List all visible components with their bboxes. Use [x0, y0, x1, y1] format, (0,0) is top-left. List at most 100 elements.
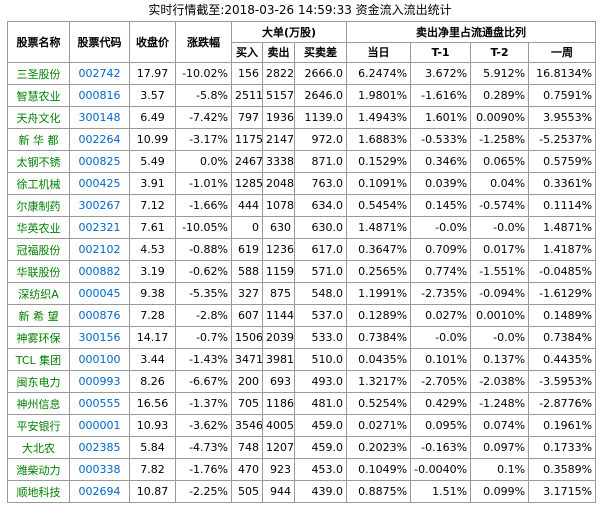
cell: 7.28 [129, 304, 176, 327]
cell: -3.62% [175, 414, 232, 437]
cell: 新 华 都 [7, 128, 70, 151]
cell: 797 [231, 106, 263, 129]
column-header: T-1 [410, 41, 472, 63]
data-row: 顺地科技 002694 10.87 -2.25% 505 944 439.0 0.8875% 1… [7, 480, 597, 503]
column-header: 一周 [528, 41, 597, 63]
group-header: 卖出净里占流通盘比列 [346, 21, 597, 43]
column-header: 股票代码 [69, 21, 130, 63]
cell: 763.0 [293, 172, 348, 195]
cell: 002321 [69, 216, 130, 239]
cell: 2511 [231, 84, 263, 107]
cell: 000882 [69, 260, 130, 283]
cell: 0.3589% [528, 458, 597, 481]
cell: -2.038% [470, 370, 530, 393]
cell: 548.0 [293, 282, 348, 305]
table-head: 股票名称 股票代码 收盘价 涨跌幅 大单(万股) 卖出净里占流通盘比列 买入 卖出 买卖差 当日 T… [7, 21, 597, 63]
cell: -1.248% [470, 392, 530, 415]
cell: 0.095% [410, 414, 472, 437]
cell: 693 [262, 370, 295, 393]
cell: 16.8134% [528, 62, 597, 85]
data-row: 深纺织A 000045 9.38 -5.35% 327 875 548.0 1.1991% -2… [7, 282, 597, 305]
cell: -3.5953% [528, 370, 597, 393]
data-row: 平安银行 000001 10.93 -3.62% 3546 4005 459.0 0.0271… [7, 414, 597, 437]
cell: 尔康制药 [7, 194, 70, 217]
cell: 000425 [69, 172, 130, 195]
cell: 000338 [69, 458, 130, 481]
cell: 1.6883% [346, 128, 412, 151]
cell: 1236 [262, 238, 295, 261]
cell: 000100 [69, 348, 130, 371]
cell: 3.19 [129, 260, 176, 283]
cell: 顺地科技 [7, 480, 70, 503]
cell: 1207 [262, 436, 295, 459]
cell: -0.88% [175, 238, 232, 261]
cell: -0.533% [410, 128, 472, 151]
cell: 0.065% [470, 150, 530, 173]
data-row: 徐工机械 000425 3.91 -1.01% 1285 2048 763.0 0.1091%… [7, 172, 597, 195]
column-header: 涨跌幅 [175, 21, 232, 63]
cell: 0.1733% [528, 436, 597, 459]
cell: -0.0485% [528, 260, 597, 283]
cell: 6.49 [129, 106, 176, 129]
cell: 0.137% [470, 348, 530, 371]
cell: -0.0% [470, 326, 530, 349]
cell: 0.2565% [346, 260, 412, 283]
cell: -2.25% [175, 480, 232, 503]
data-row: 冠福股份 002102 4.53 -0.88% 619 1236 617.0 0.3647% 0… [7, 238, 597, 261]
cell: 0.074% [470, 414, 530, 437]
cell: 2039 [262, 326, 295, 349]
cell: 2467 [231, 150, 263, 173]
cell: 8.26 [129, 370, 176, 393]
cell: 1.4187% [528, 238, 597, 261]
cell: 闽东电力 [7, 370, 70, 393]
cell: 0.0010% [470, 304, 530, 327]
cell: 9.38 [129, 282, 176, 305]
cell: 神州信息 [7, 392, 70, 415]
cell: 3471 [231, 348, 263, 371]
cell: -4.73% [175, 436, 232, 459]
cell: -1.01% [175, 172, 232, 195]
cell: 0.145% [410, 194, 472, 217]
cell: 7.82 [129, 458, 176, 481]
cell: 1506 [231, 326, 263, 349]
cell: 871.0 [293, 150, 348, 173]
cell: 2147 [262, 128, 295, 151]
cell: 617.0 [293, 238, 348, 261]
cell: 2666.0 [293, 62, 348, 85]
cell: 3.9553% [528, 106, 597, 129]
cell: 0.289% [470, 84, 530, 107]
cell: 2048 [262, 172, 295, 195]
cell: 470 [231, 458, 263, 481]
cell: 972.0 [293, 128, 348, 151]
cell: -1.551% [470, 260, 530, 283]
cell: -0.0% [410, 326, 472, 349]
cell: 5.912% [470, 62, 530, 85]
cell: 0.039% [410, 172, 472, 195]
cell: 3.672% [410, 62, 472, 85]
cell: 1.9801% [346, 84, 412, 107]
cell: 1.4871% [528, 216, 597, 239]
cell: 000825 [69, 150, 130, 173]
data-row: 大北农 002385 5.84 -4.73% 748 1207 459.0 0.2023% -0… [7, 436, 597, 459]
cell: 3.44 [129, 348, 176, 371]
cell: -0.094% [470, 282, 530, 305]
cell: -7.42% [175, 106, 232, 129]
cell: -1.616% [410, 84, 472, 107]
cell: 1.3217% [346, 370, 412, 393]
cell: 5157 [262, 84, 295, 107]
cell: 2646.0 [293, 84, 348, 107]
cell: 14.17 [129, 326, 176, 349]
cell: 冠福股份 [7, 238, 70, 261]
cell: 327 [231, 282, 263, 305]
column-header: 股票名称 [7, 21, 70, 63]
cell: 10.99 [129, 128, 176, 151]
cell: 徐工机械 [7, 172, 70, 195]
cell: 0.774% [410, 260, 472, 283]
cell: 潍柴动力 [7, 458, 70, 481]
data-row: 华联股份 000882 3.19 -0.62% 588 1159 571.0 0.2565% 0… [7, 260, 597, 283]
column-header: T-2 [470, 41, 530, 63]
cell: 0.3647% [346, 238, 412, 261]
cell: 0.097% [470, 436, 530, 459]
cell: -5.2537% [528, 128, 597, 151]
cell: 3.1715% [528, 480, 597, 503]
